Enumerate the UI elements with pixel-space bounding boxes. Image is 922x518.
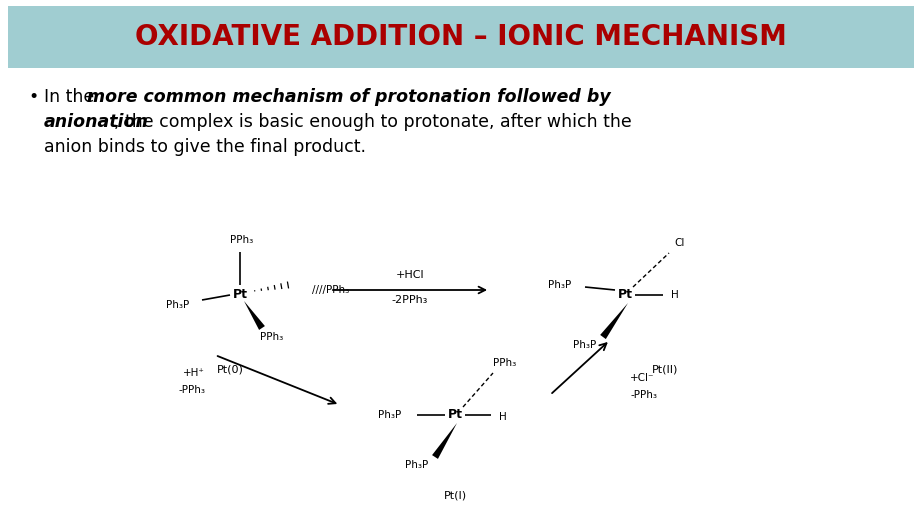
Text: H: H bbox=[499, 412, 507, 422]
Text: -PPh₃: -PPh₃ bbox=[630, 390, 657, 400]
Text: Pt(II): Pt(II) bbox=[652, 365, 679, 375]
Text: OXIDATIVE ADDITION – IONIC MECHANISM: OXIDATIVE ADDITION – IONIC MECHANISM bbox=[135, 23, 787, 51]
Text: anionation: anionation bbox=[44, 113, 148, 131]
Text: Pt(I): Pt(I) bbox=[443, 490, 467, 500]
Text: -PPh₃: -PPh₃ bbox=[178, 385, 205, 395]
Text: H: H bbox=[671, 290, 679, 300]
Text: +HCl: +HCl bbox=[396, 270, 424, 280]
Text: Pt: Pt bbox=[618, 289, 632, 301]
Text: PPh₃: PPh₃ bbox=[493, 358, 516, 368]
Text: Ph₃P: Ph₃P bbox=[166, 300, 190, 310]
Text: •: • bbox=[28, 88, 38, 106]
Text: +H⁺: +H⁺ bbox=[183, 368, 205, 378]
Text: PPh₃: PPh₃ bbox=[260, 332, 284, 342]
Text: PPh₃: PPh₃ bbox=[230, 235, 254, 245]
Text: Cl: Cl bbox=[675, 238, 685, 248]
Text: -2PPh₃: -2PPh₃ bbox=[392, 295, 428, 305]
Text: Ph₃P: Ph₃P bbox=[378, 410, 402, 420]
Text: Ph₃P: Ph₃P bbox=[573, 340, 597, 350]
Text: anion binds to give the final product.: anion binds to give the final product. bbox=[44, 138, 366, 156]
Bar bbox=[8, 6, 914, 68]
Polygon shape bbox=[432, 423, 457, 459]
Text: Pt: Pt bbox=[232, 289, 247, 301]
Text: In the: In the bbox=[44, 88, 100, 106]
Text: +Cl⁻: +Cl⁻ bbox=[630, 373, 655, 383]
Text: Pt(0): Pt(0) bbox=[217, 365, 243, 375]
Text: Ph₃P: Ph₃P bbox=[549, 280, 572, 290]
Text: ////PPh₃: ////PPh₃ bbox=[312, 285, 349, 295]
Polygon shape bbox=[600, 303, 628, 339]
Text: Ph₃P: Ph₃P bbox=[406, 460, 429, 470]
Text: , the complex is basic enough to protonate, after which the: , the complex is basic enough to protona… bbox=[114, 113, 632, 131]
Text: Pt: Pt bbox=[447, 409, 463, 422]
Polygon shape bbox=[244, 301, 265, 330]
Text: more common mechanism of protonation followed by: more common mechanism of protonation fol… bbox=[87, 88, 610, 106]
